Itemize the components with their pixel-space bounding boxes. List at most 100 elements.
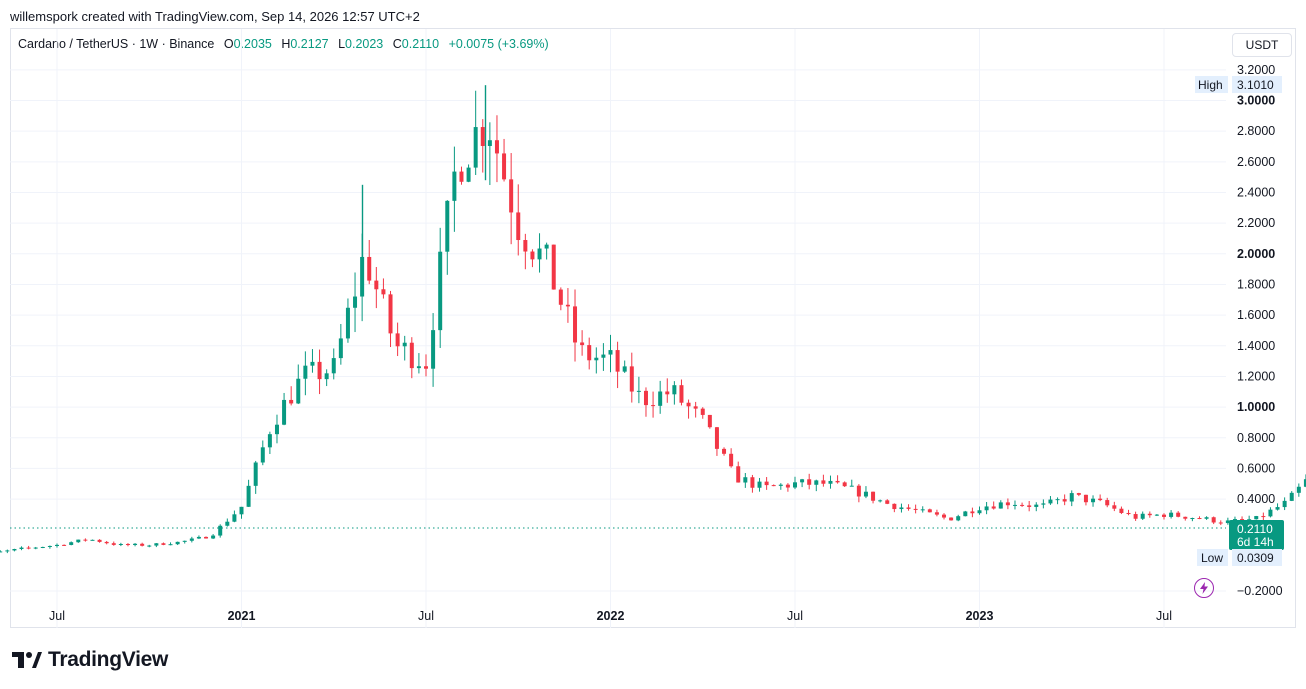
x-tick-label: Jul: [49, 609, 65, 623]
x-tick-label: Jul: [787, 609, 803, 623]
close-label: C: [392, 37, 402, 51]
y-tick-label: 2.2000: [1237, 216, 1275, 230]
candle-body: [204, 536, 209, 539]
candle-body: [1091, 498, 1096, 503]
candle-body: [147, 545, 152, 547]
candle-body: [303, 365, 308, 379]
candle-body: [778, 484, 783, 486]
y-tick-label: 1.0000: [1237, 400, 1275, 414]
candle-body: [182, 540, 187, 542]
candle-body: [580, 342, 585, 346]
candle-body: [863, 491, 868, 497]
candle-body: [189, 538, 194, 541]
candle-body: [956, 516, 961, 521]
low-value: 0.2023: [345, 37, 384, 51]
candle-body: [26, 547, 31, 549]
candle-body: [892, 503, 897, 510]
candle-body: [665, 391, 670, 395]
lightning-icon[interactable]: [1194, 578, 1214, 598]
candle-body: [289, 399, 294, 404]
high-marker-label: High: [1198, 78, 1223, 92]
candle-body: [282, 399, 287, 425]
open-value: 0.2035: [233, 37, 272, 51]
candle-body: [1069, 493, 1074, 502]
candle-body: [494, 140, 499, 154]
y-tick-label: 1.4000: [1237, 339, 1275, 353]
y-tick-label: 1.6000: [1237, 308, 1275, 322]
candle-body: [118, 544, 123, 546]
candle-body: [523, 240, 528, 252]
candle-body: [1232, 519, 1237, 521]
candle-body: [253, 462, 258, 486]
candle-body: [1240, 519, 1245, 521]
candle-body: [161, 543, 166, 545]
low-marker-value: 0.0309: [1237, 551, 1274, 565]
candle-body: [381, 289, 386, 295]
candle-body: [40, 546, 45, 548]
candle-body: [1204, 517, 1209, 519]
candle-body: [906, 507, 911, 509]
currency-button[interactable]: USDT: [1232, 33, 1292, 57]
candle-body: [743, 477, 748, 483]
candle-body: [643, 390, 648, 406]
candle-body: [374, 280, 379, 290]
high-marker-bg: [1195, 76, 1228, 94]
high-label: H: [281, 37, 291, 51]
candle-body: [168, 544, 173, 546]
candle-body: [1076, 493, 1081, 495]
candle-body: [594, 357, 599, 361]
candle-body: [530, 251, 535, 260]
candle-body: [1211, 517, 1216, 523]
candle-body: [502, 153, 507, 180]
candle-body: [310, 361, 315, 366]
last-price-tag: [1229, 520, 1284, 551]
candle-body: [878, 500, 883, 502]
candle-body: [1034, 504, 1039, 507]
candle-body: [19, 547, 24, 550]
candle-body: [750, 477, 755, 488]
candle-body: [942, 514, 947, 518]
candle-body: [331, 358, 336, 374]
candle-body: [920, 509, 925, 511]
candle-body: [338, 338, 343, 359]
candle-body: [842, 482, 847, 487]
candle-body: [353, 296, 358, 308]
candle-body: [970, 511, 975, 514]
candle-body: [47, 545, 52, 547]
change-value: +0.0075 (+3.69%): [448, 37, 549, 51]
candle-body: [1183, 516, 1188, 519]
candle-body: [984, 506, 989, 511]
candle-body: [33, 547, 38, 549]
candle-body: [473, 127, 478, 168]
candle-body: [296, 378, 301, 404]
tradingview-logo[interactable]: TradingView: [12, 648, 168, 672]
candle-body: [736, 466, 741, 483]
symbol-title[interactable]: Cardano / TetherUS · 1W · Binance: [18, 37, 215, 51]
candle-body: [998, 502, 1003, 509]
tradingview-logo-text: TradingView: [48, 648, 169, 671]
candle-body: [1162, 514, 1166, 517]
candle-body: [459, 171, 464, 182]
y-tick-label: 1.8000: [1237, 277, 1275, 291]
candle-body: [438, 251, 443, 331]
candle-body: [445, 200, 450, 252]
candle-body: [729, 453, 734, 467]
candle-body: [360, 256, 365, 297]
candle-body: [1098, 498, 1103, 501]
candle-body: [537, 248, 542, 260]
candle-body: [885, 500, 890, 504]
candle-body: [274, 424, 279, 435]
candle-body: [651, 405, 656, 407]
candle-body: [90, 539, 95, 541]
candle-body: [1225, 520, 1230, 524]
low-label: L: [338, 37, 346, 51]
attribution-text: willemspork created with TradingView.com…: [10, 9, 420, 24]
candle-body: [1289, 492, 1294, 501]
candle-body: [324, 373, 329, 380]
candle-body: [409, 342, 414, 369]
candle-body: [565, 304, 570, 307]
high-value: 0.2127: [290, 37, 329, 51]
candle-body: [133, 543, 138, 546]
candle-body: [211, 535, 216, 539]
